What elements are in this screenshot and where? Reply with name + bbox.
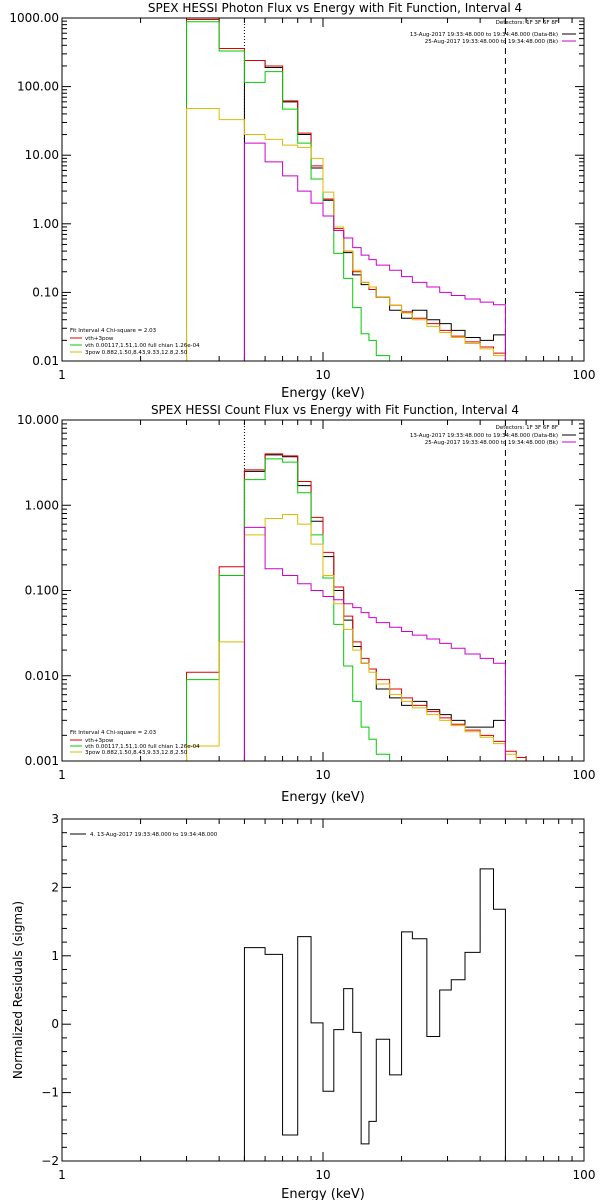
y-tick-label: 1000.00: [9, 11, 59, 25]
legend-data-interval: 13-Aug-2017 19:33:48.000 to 19:34:48.000…: [410, 433, 558, 439]
fit-range-markers: [243, 18, 506, 361]
legend-bk-interval: 25-Aug-2017 19:33:48.000 to 19:34:48.000…: [425, 440, 558, 446]
legend: 4. 13-Aug-2017 19:33:48.000 to 19:34:48.…: [70, 832, 218, 838]
tick-labels: 1 10 100 −2 −1 0 1 2 3: [41, 812, 595, 1182]
series-vth-3pow: [186, 19, 506, 361]
fit-range-markers: [243, 420, 506, 761]
series-data-bk: [243, 60, 506, 361]
legend-detectors: Detectors: 1F 3F 6F 8F: [496, 425, 558, 431]
x-tick-label: 10: [315, 1168, 330, 1182]
y-tick-label: 2: [51, 880, 59, 894]
x-tick-label: 1: [58, 368, 66, 382]
tick-labels: 1 10 100 0.001 0.010 0.100 1.000 10.000: [17, 413, 595, 782]
residuals-plot: 1 10 100 −2 −1 0 1 2 3 Energy (keV) Normalized R…: [11, 812, 595, 1200]
x-tick-label: 100: [573, 368, 596, 382]
legend-data-interval: 13-Aug-2017 19:33:48.000 to 19:34:48.000…: [410, 32, 558, 38]
spectra-series: [186, 19, 506, 361]
y-tick-label: 1.000: [25, 498, 59, 512]
y-tick-label: 1: [51, 949, 59, 963]
series-vth: [186, 458, 391, 761]
legend-vth3pow: vth+3pow: [85, 738, 114, 744]
y-tick-label: 1.00: [32, 217, 59, 231]
y-tick-label: 100.00: [17, 80, 59, 94]
photon-flux-plot: SPEX HESSI Photon Flux vs Energy with Fi…: [9, 1, 595, 401]
spectra-series: [186, 453, 527, 762]
series-vth: [186, 21, 391, 361]
y-tick-label: 3: [51, 812, 59, 826]
legend-interval: 4. 13-Aug-2017 19:33:48.000 to 19:34:48.…: [90, 832, 218, 838]
y-tick-label: 0.001: [25, 754, 59, 768]
y-tick-label: −2: [41, 1154, 59, 1168]
y-tick-label: 10.000: [17, 413, 59, 427]
series-3pow: [186, 513, 527, 762]
x-tick-label: 100: [573, 768, 596, 782]
legend-3pow: 3pow 0.882,1.50,8.43,9.33,12.8,2.50: [85, 350, 188, 356]
legend-detectors: Detectors: 1F 3F 6F 8F: [496, 20, 558, 26]
legend-fit-interval: Fit Interval 4 Chi-square = 2.03: [70, 730, 157, 736]
series-3pow: [186, 107, 506, 361]
series-bk: [243, 526, 506, 761]
y-axis-label: Normalized Residuals (sigma): [11, 901, 25, 1079]
y-tick-label: −1: [41, 1086, 59, 1100]
residual-series: [243, 868, 506, 1161]
y-tick-label: 0.10: [32, 285, 59, 299]
legend-3pow: 3pow 0.882,1.50,8.43,9.33,12.8,2.50: [85, 750, 188, 756]
legend-bk-interval: 25-Aug-2017 19:33:48.000 to 19:34:48.000…: [425, 39, 558, 45]
legend-top-right: Detectors: 1F 3F 6F 8F 13-Aug-2017 19:33…: [410, 425, 576, 446]
legend-vth: vth 0.00117,1.51,1.00 full chian 1.26e-0…: [85, 744, 200, 750]
legend-vth: vth 0.00117,1.51,1.00 full chian 1.26e-0…: [85, 343, 200, 349]
legend-bottom-left: Fit Interval 4 Chi-square = 2.03 vth+3po…: [70, 730, 200, 756]
x-tick-label: 10: [315, 768, 330, 782]
legend-bottom-left: Fit Interval 4 Chi-square = 2.03 vth+3po…: [70, 328, 200, 356]
y-tick-label: 10.00: [25, 148, 59, 162]
plot-frame: [61, 818, 585, 1162]
x-tick-label: 1: [58, 768, 66, 782]
x-tick-label: 1: [58, 1168, 66, 1182]
chart-title: SPEX HESSI Photon Flux vs Energy with Fi…: [148, 1, 522, 15]
tick-labels: 1 10 100 0.01 0.10 1.00 10.00 100.00 1000.00: [9, 11, 595, 382]
series-4-13-aug-2017-19-33-48-000-to-19-34-48-000: [243, 868, 506, 1161]
x-axis-label: Energy (keV): [281, 1187, 365, 1200]
legend-fit-interval: Fit Interval 4 Chi-square = 2.03: [70, 328, 157, 334]
x-tick-label: 10: [315, 368, 330, 382]
y-tick-label: 0.100: [25, 584, 59, 598]
chart-title: SPEX HESSI Count Flux vs Energy with Fit…: [151, 403, 519, 417]
x-tick-label: 100: [573, 1168, 596, 1182]
series-bk: [243, 142, 506, 361]
plot-frame: [61, 17, 585, 362]
count-flux-plot: SPEX HESSI Count Flux vs Energy with Fit…: [17, 403, 595, 805]
plot-frame: [61, 419, 585, 762]
x-axis-label: Energy (keV): [281, 790, 365, 805]
x-axis-label: Energy (keV): [281, 386, 365, 401]
axis-ticks: [61, 420, 584, 762]
series-data-bk: [243, 454, 506, 761]
legend-top-right: Detectors: 1F 3F 6F 8F 13-Aug-2017 19:33…: [410, 20, 576, 45]
y-tick-label: 0.01: [32, 354, 59, 368]
legend-vth3pow: vth+3pow: [85, 336, 114, 342]
y-tick-label: 0.010: [25, 669, 59, 683]
y-tick-label: 0: [51, 1017, 59, 1031]
